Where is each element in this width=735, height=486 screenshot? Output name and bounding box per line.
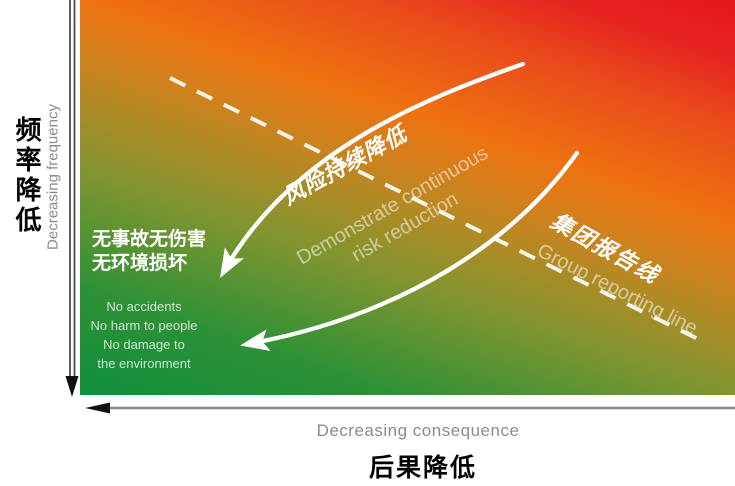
- y-axis-label-zh: 频率降低: [11, 116, 41, 236]
- goal-zone-label-en: No accidents No harm to people No damage…: [83, 297, 205, 373]
- x-axis-left-arrowhead-icon: [85, 402, 110, 414]
- goal-zone-en-line1: No accidents: [106, 299, 182, 314]
- goal-zone-label-zh: 无事故无伤害 无环境损坏: [92, 228, 206, 276]
- goal-zone-en-line2: No harm to people: [90, 318, 198, 333]
- goal-zone-en-line3: No damage to: [103, 337, 185, 352]
- x-axis-label-en: Decreasing consequence: [316, 421, 520, 440]
- x-axis-label-zh: 后果降低: [368, 453, 478, 482]
- goal-zone-zh-line2: 无环境损坏: [92, 253, 188, 274]
- goal-zone-en-line4: the environment: [97, 356, 191, 371]
- goal-zone-zh-line1: 无事故无伤害: [92, 229, 207, 250]
- y-axis-down-arrowhead-icon: [65, 376, 79, 397]
- y-axis-label-en: Decreasing frequency: [44, 104, 62, 250]
